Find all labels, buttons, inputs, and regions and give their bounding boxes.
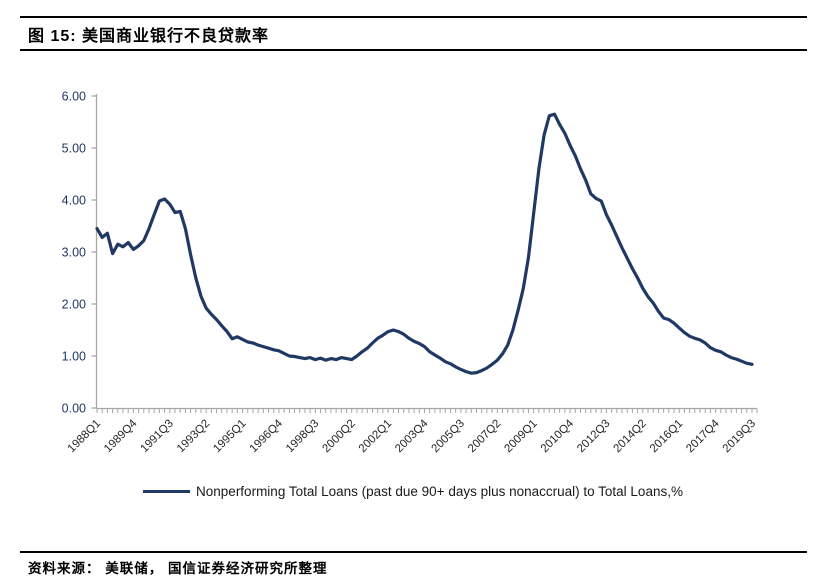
x-axis-label: 2000Q2 <box>320 418 357 455</box>
top-rule <box>20 16 807 18</box>
y-axis-label: 0.00 <box>62 402 86 416</box>
x-axis-label: 1989Q4 <box>102 417 140 455</box>
x-axis-label: 2003Q4 <box>393 417 431 455</box>
series-line <box>95 112 754 375</box>
legend-line-swatch <box>143 490 191 493</box>
nonperforming-loans-line-chart: 6.00 5.00 4.00 3.00 2.00 1.00 0.00 1988Q11989Q… <box>62 90 758 456</box>
x-axis-label: 2005Q3 <box>430 418 467 455</box>
x-axis-label: 1991Q3 <box>138 418 175 455</box>
y-axis-label: 3.00 <box>62 246 86 260</box>
x-axis-label: 2014Q2 <box>612 418 649 455</box>
y-axis-label: 2.00 <box>62 298 86 312</box>
x-axis-label: 2019Q3 <box>721 418 758 455</box>
source-note: 资料来源： 美联储， 国信证券经济研究所整理 <box>28 561 328 576</box>
axis-ticks <box>91 95 758 413</box>
x-axis-label: 1996Q4 <box>248 417 286 455</box>
legend-label: Nonperforming Total Loans (past due 90+ … <box>196 484 683 499</box>
y-axis-label: 6.00 <box>62 90 86 104</box>
x-axis-label: 2012Q3 <box>575 418 612 455</box>
x-axis-label: 1993Q2 <box>175 418 212 455</box>
x-axis-label: 2016Q1 <box>648 418 685 455</box>
x-axis-label: 2010Q4 <box>539 417 577 455</box>
y-axis-label: 5.00 <box>62 142 86 156</box>
x-axis-label: 2007Q2 <box>466 418 503 455</box>
x-axis-label: 1998Q3 <box>284 418 321 455</box>
x-axis-label: 2017Q4 <box>684 417 722 455</box>
y-axis-labels: 6.00 5.00 4.00 3.00 2.00 1.00 0.00 <box>62 90 86 416</box>
x-axis-labels: 1988Q11989Q41991Q31993Q21995Q11996Q41998… <box>66 417 758 455</box>
title-bottom-rule <box>20 49 807 51</box>
x-axis-label: 2009Q1 <box>502 418 539 455</box>
series-line-group <box>95 112 754 375</box>
source-top-rule <box>20 551 807 553</box>
x-axis-label: 2002Q1 <box>357 418 394 455</box>
y-axis-label: 1.00 <box>62 350 86 364</box>
x-axis-label: 1988Q1 <box>66 418 103 455</box>
figure-title: 图 15: 美国商业银行不良贷款率 <box>28 28 270 45</box>
y-axis-label: 4.00 <box>62 194 86 208</box>
legend: Nonperforming Total Loans (past due 90+ … <box>0 484 826 499</box>
x-axis-label: 1995Q1 <box>211 418 248 455</box>
